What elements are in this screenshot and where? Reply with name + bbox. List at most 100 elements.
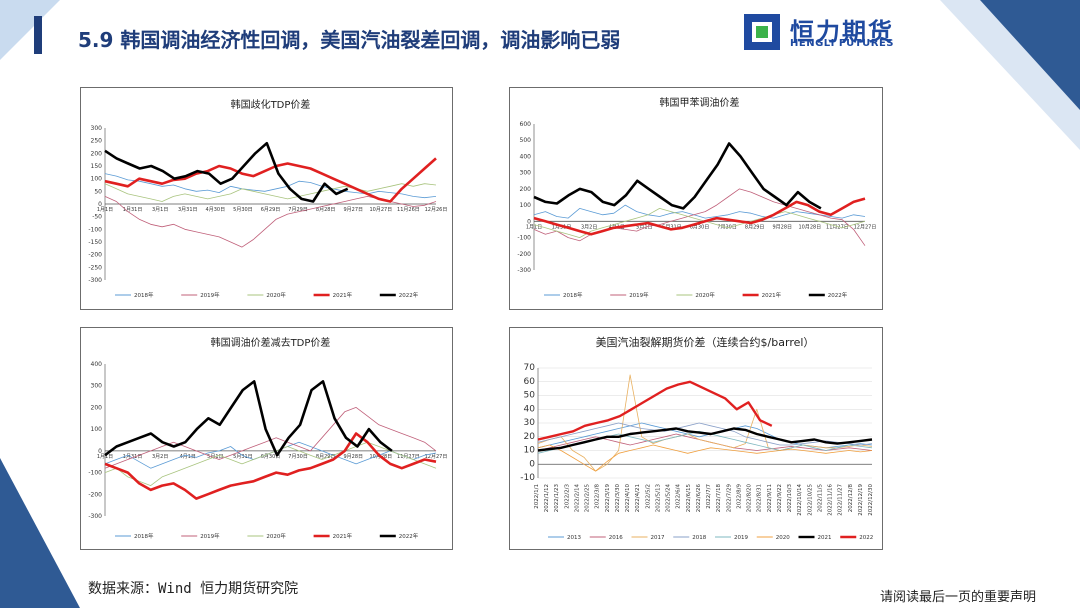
series-line-2020年 <box>104 441 437 487</box>
chart-tdp-spread: 韩国歧化TDP价差 300 250 200 150 100 50 0 -50 -100 -150 -2… <box>88 98 448 299</box>
y-tick-label: 400 <box>91 361 103 368</box>
y-tick-label: 300 <box>91 125 103 132</box>
x-tick-label: 2022/10/14 <box>797 484 803 516</box>
y-tick-label: -100 <box>88 226 102 233</box>
legend-label: 2017 <box>651 535 665 541</box>
series-line-2017 <box>537 374 873 472</box>
x-tick-label: 2022/2/3 <box>564 484 570 509</box>
logo-text: 恒力期货 <box>790 18 894 46</box>
x-tick-label: 1月31日 <box>552 224 572 230</box>
legend-label: 2013 <box>567 535 581 541</box>
y-tick-label: 500 <box>520 137 532 144</box>
legend-label: 2018 <box>692 535 706 541</box>
x-tick-label: 5月31日 <box>233 454 253 460</box>
disclaimer: 请阅读最后一页的重要声明 <box>880 590 1037 605</box>
chart-blend-minus-tdp: 韩国调油价差减去TDP价差 400 300 200 100 0 -100 -200 -300 1月… <box>88 336 447 540</box>
chart-title: 韩国甲苯调油价差 <box>660 96 740 109</box>
y-tick-label: 400 <box>520 153 532 160</box>
y-tick-label: 200 <box>91 404 103 411</box>
page-title: 5.9 韩国调油经济性回调，美国汽油裂差回调，调油影响已弱 <box>78 28 621 52</box>
y-tick-label: -300 <box>517 267 531 274</box>
series-line-2020 <box>537 444 873 472</box>
y-tick-label: -100 <box>517 235 531 242</box>
x-tick-label: 2022/1/12 <box>544 484 550 512</box>
x-tick-label: 2022/1/1 <box>534 484 540 509</box>
x-tick-label: 2022/9/11 <box>767 484 773 512</box>
series-line-2021年 <box>104 432 437 500</box>
x-tick-label: 2022/10/3 <box>787 484 793 513</box>
x-tick-label: 2022/12/30 <box>868 484 874 516</box>
legend-label: 2019 <box>734 535 748 541</box>
legend-label: 2019年 <box>629 291 649 299</box>
y-tick-label: 150 <box>91 163 103 170</box>
x-tick-label: 6月29日 <box>261 207 281 213</box>
x-tick-label: 2022/2/25 <box>585 484 591 513</box>
x-tick-label: 2022/11/27 <box>838 484 844 516</box>
legend-label: 2018年 <box>134 532 154 540</box>
x-tick-label: 9月28日 <box>772 224 792 230</box>
legend-label: 2021年 <box>762 291 782 299</box>
y-tick-label: 40 <box>524 404 536 414</box>
legend-label: 2021 <box>818 535 832 541</box>
x-tick-label: 11月27日 <box>826 224 849 230</box>
x-tick-label: 1月31日 <box>123 454 143 460</box>
legend-label: 2019年 <box>200 532 220 540</box>
x-tick-label: 1月31日 <box>123 207 143 213</box>
legend-label: 2019年 <box>200 291 220 299</box>
chart-toluene-blend-spread: 韩国甲苯调油价差 600 500 400 300 200 100 0 -100 -200 -300 1… <box>517 96 876 299</box>
series-line-2021年 <box>533 197 866 236</box>
x-tick-label: 12月26日 <box>425 207 448 213</box>
corner-decoration-top-right <box>940 0 1080 150</box>
chart-title: 美国汽油裂解期货价差（连续合约$/barrel） <box>596 335 815 349</box>
y-tick-label: 250 <box>91 138 103 145</box>
x-tick-label: 7月29日 <box>288 207 308 213</box>
y-tick-label: 0 <box>527 218 531 225</box>
y-tick-label: 200 <box>520 186 532 193</box>
series-line-2021年 <box>104 157 437 203</box>
x-tick-label: 2022/11/5 <box>817 484 823 513</box>
x-tick-label: 11月26日 <box>397 207 420 213</box>
x-tick-label: 2022/9/22 <box>777 484 783 512</box>
x-tick-label: 4月30日 <box>206 207 226 213</box>
x-tick-label: 2022/6/26 <box>696 484 702 513</box>
x-tick-label: 2022/10/25 <box>807 484 813 516</box>
x-tick-label: 2022/3/30 <box>615 484 621 513</box>
series-line-2019年 <box>533 188 866 246</box>
x-tick-label: 2022/7/29 <box>726 484 732 513</box>
chart-panel-toluene: 韩国甲苯调油价差 600 500 400 300 200 100 0 -100 -200 -300 1… <box>509 87 883 310</box>
series-line-2013 <box>537 422 873 449</box>
x-tick-label: 2022/7/7 <box>706 484 712 509</box>
y-tick-label: -300 <box>88 513 102 520</box>
x-tick-label: 3月2日 <box>152 454 168 460</box>
y-tick-label: 20 <box>524 432 536 442</box>
series-line-2021 <box>537 427 873 452</box>
legend-label: 2021年 <box>333 532 353 540</box>
x-tick-label: 3月1日 <box>152 207 168 213</box>
x-tick-label: 2022/8/31 <box>757 484 763 512</box>
x-tick-label: 11月27日 <box>397 454 420 460</box>
x-tick-label: 2022/4/10 <box>625 484 631 513</box>
series-line-2022年 <box>104 141 349 203</box>
y-tick-label: 100 <box>520 202 532 209</box>
series-line-2020年 <box>533 208 866 239</box>
legend-label: 2020年 <box>266 291 286 299</box>
legend-label: 2016 <box>609 535 623 541</box>
x-tick-label: 3月31日 <box>178 207 198 213</box>
x-tick-label: 2022/7/18 <box>716 484 722 513</box>
legend-label: 2022 <box>859 535 873 541</box>
y-tick-label: -100 <box>88 470 102 477</box>
y-tick-label: -300 <box>88 277 102 284</box>
x-tick-label: 1月1日 <box>526 224 542 230</box>
data-source: 数据来源：Wind 恒力期货研究院 <box>88 581 299 597</box>
legend-label: 2022年 <box>828 291 848 299</box>
y-tick-label: 100 <box>91 426 103 433</box>
legend-label: 2020年 <box>266 532 286 540</box>
chart-title: 韩国歧化TDP价差 <box>231 98 311 111</box>
x-tick-label: 2022/12/19 <box>858 484 864 516</box>
x-tick-label: 5月30日 <box>233 207 253 213</box>
logo-subtext: HENGLI FUTURES <box>790 38 894 49</box>
x-tick-label: 8月29日 <box>745 224 765 230</box>
logo-icon <box>744 14 780 50</box>
x-tick-label: 3月2日 <box>581 224 597 230</box>
x-tick-label: 9月27日 <box>343 207 363 213</box>
